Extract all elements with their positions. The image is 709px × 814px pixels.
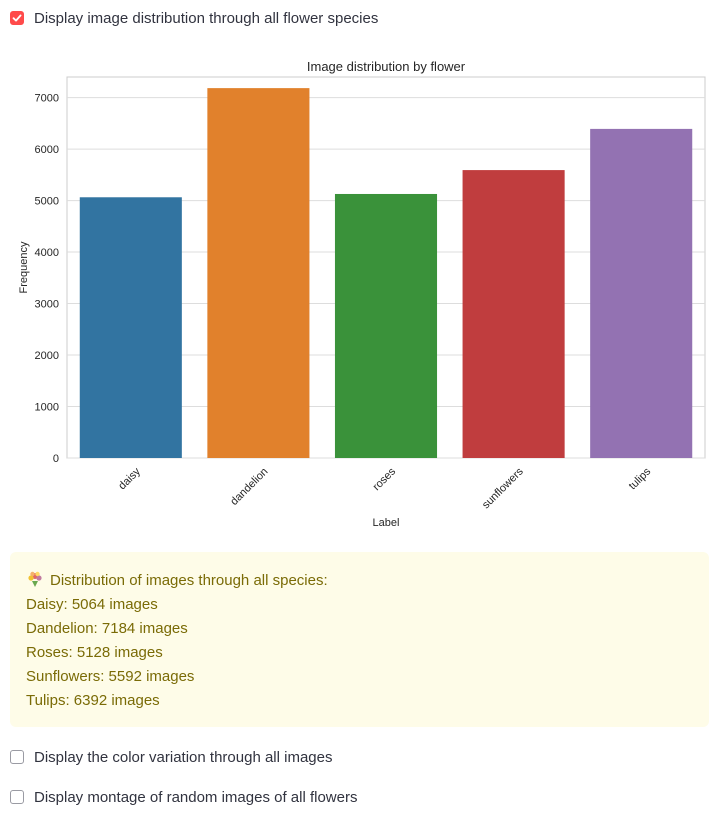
info-line-roses: Roses: 5128 images <box>26 644 163 661</box>
bar-daisy <box>79 197 182 458</box>
montage-checkbox-label: Display montage of random images of all … <box>34 788 358 806</box>
y-tick-label: 3000 <box>35 299 59 311</box>
checkbox-unchecked-icon[interactable] <box>10 790 24 804</box>
montage-checkbox[interactable]: Display montage of random images of all … <box>10 786 357 808</box>
y-tick-label: 5000 <box>35 196 59 208</box>
distribution-checkbox[interactable]: Display image distribution through all f… <box>10 7 378 29</box>
bar-roses <box>334 193 438 458</box>
info-line-tulips: Tulips: 6392 images <box>26 692 160 709</box>
info-box: Distribution of images through all speci… <box>10 552 709 727</box>
info-heading: Distribution of images through all speci… <box>50 572 328 589</box>
info-line-sunflowers: Sunflowers: 5592 images <box>26 668 195 685</box>
color-variation-checkbox-label: Display the color variation through all … <box>34 748 333 766</box>
bouquet-icon <box>26 570 44 596</box>
x-tick-label: daisy <box>116 465 143 492</box>
bar-dandelion <box>207 88 310 458</box>
x-tick-label: dandelion <box>228 466 270 508</box>
color-variation-checkbox[interactable]: Display the color variation through all … <box>10 746 332 768</box>
x-tick-label: tulips <box>627 465 654 492</box>
distribution-chart: 0 1000 2000 3000 4000 5000 6000 7000 daisy dandel… <box>0 50 709 540</box>
info-line-daisy: Daisy: 5064 images <box>26 596 158 613</box>
bar-chart-svg: 0 1000 2000 3000 4000 5000 6000 7000 daisy dandel… <box>18 59 706 529</box>
y-tick-label: 1000 <box>35 402 59 414</box>
distribution-checkbox-label: Display image distribution through all f… <box>34 9 379 27</box>
y-tick-label: 6000 <box>35 144 59 156</box>
y-tick-label: 4000 <box>35 247 59 259</box>
info-line-dandelion: Dandelion: 7184 images <box>26 620 188 637</box>
info-heading-row: Distribution of images through all speci… <box>26 569 693 593</box>
y-tick-label: 0 <box>53 453 59 465</box>
y-axis-label: Frequency <box>18 241 30 293</box>
y-tick-label: 2000 <box>35 350 59 362</box>
checkbox-unchecked-icon[interactable] <box>10 750 24 764</box>
bar-sunflowers <box>462 170 565 458</box>
checkbox-checked-icon[interactable] <box>10 11 24 25</box>
x-tick-label: roses <box>371 465 399 493</box>
bar-tulips <box>590 128 693 458</box>
y-tick-label: 7000 <box>35 93 59 105</box>
x-tick-label: sunflowers <box>480 465 526 511</box>
chart-title: Image distribution by flower <box>307 59 466 74</box>
x-axis-label: Label <box>373 517 400 529</box>
